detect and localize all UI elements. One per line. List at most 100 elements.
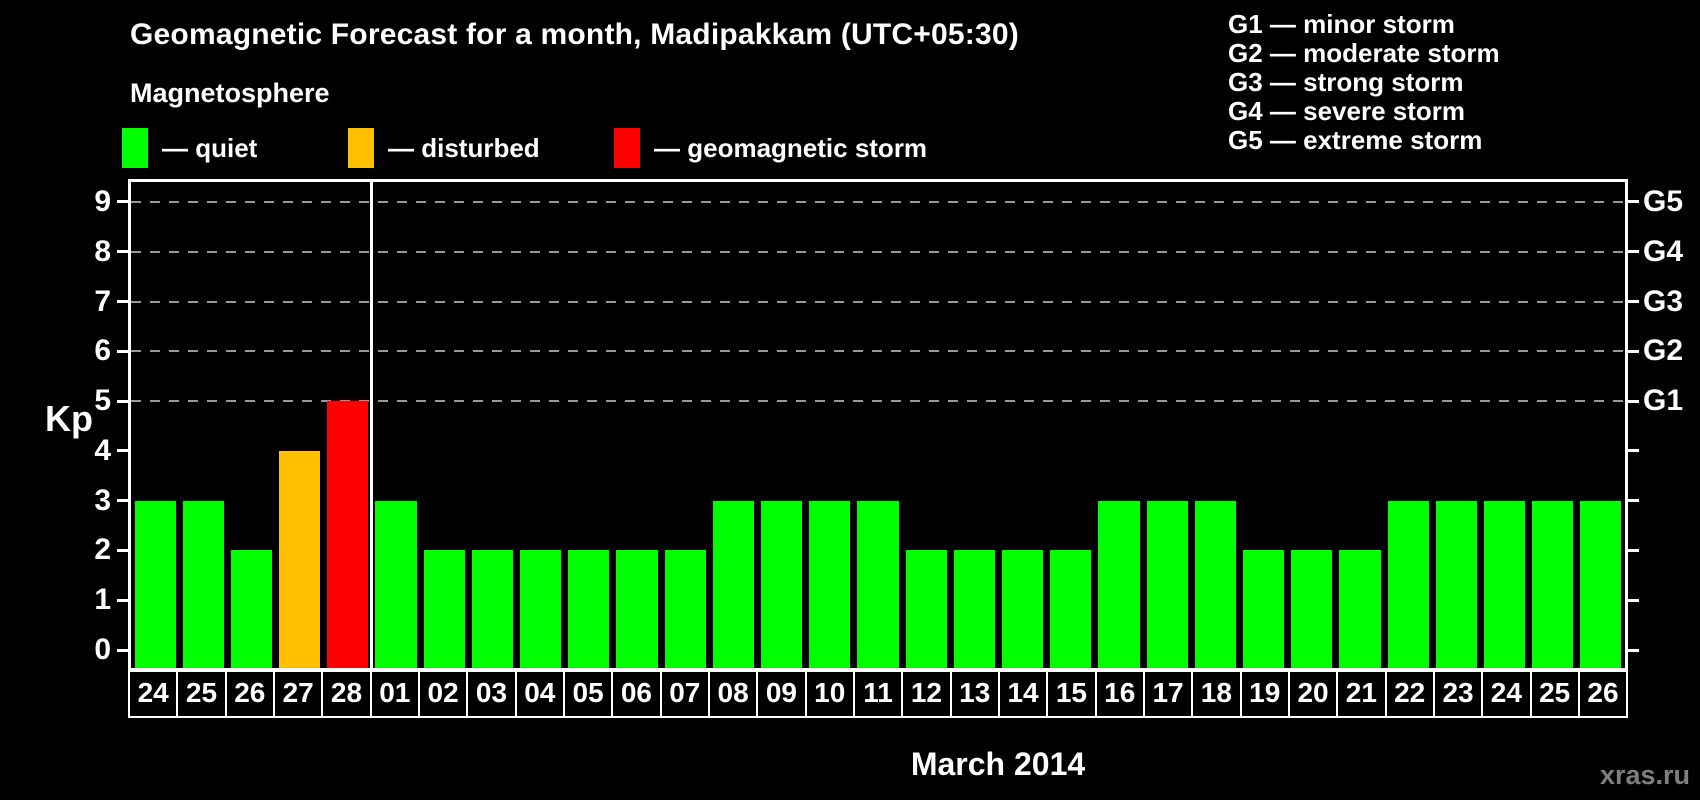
day-label-cell: 19 [1241,672,1288,716]
kp-bar-day-05 [568,550,610,668]
disturbed-color-swatch [348,128,374,168]
legend-item-storm: — geomagnetic storm [614,128,927,168]
kp-bar-day-26 [1580,500,1622,668]
y-tick-label: 8 [94,234,111,268]
y-tick-label: 7 [94,284,111,318]
storm-color-swatch [614,128,640,168]
kp-bar-day-22 [1387,500,1429,668]
right-axis-tick [1628,399,1639,403]
y-tick-label: 4 [94,433,111,467]
kp-bar-day-07 [664,550,706,668]
y-axis-tick [117,449,128,453]
right-axis-tick [1628,300,1639,304]
day-label-cell: 25 [1531,672,1578,716]
g-scale-label-g5: G5 [1643,184,1684,218]
day-label-cell: 09 [758,672,805,716]
kp-bar-day-19 [1242,550,1285,668]
y-axis-tick [117,399,128,403]
gridline-kp9 [131,200,1625,203]
right-axis-tick [1628,548,1639,552]
chart-title: Geomagnetic Forecast for a month, Madipa… [130,18,1019,51]
kp-bar-day-24 [1483,500,1526,668]
day-label-cell: 24 [1483,672,1530,716]
day-label-cell: 07 [661,672,708,716]
kp-bar-day-15 [1050,550,1092,668]
x-axis-day-labels: 24 25 26 27 28 01 02 03 04 05 06 07 08 09 10 11 12 13 14 15… [128,670,1628,718]
y-axis-tick [117,349,128,353]
gridline-kp7 [131,300,1625,303]
gridline-kp5 [131,400,1625,403]
day-label-cell: 25 [178,672,225,716]
kp-bar-day-10 [809,500,851,668]
day-label-cell: 13 [951,672,998,716]
kp-bar-day-09 [761,500,803,668]
kp-bar-day-25 [1532,500,1574,668]
day-label-cell: 05 [564,672,612,716]
day-label-cell: 03 [468,672,515,716]
day-label-cell: 18 [1193,672,1240,716]
y-tick-label: 3 [94,483,111,517]
kp-bar-day-27 [279,450,321,668]
kp-bar-day-11 [857,500,899,668]
storm-scale-item: G3 — strong storm [1228,67,1464,97]
right-axis-tick [1628,449,1639,453]
day-label-cell: 02 [419,672,467,716]
watermark: xras.ru [1599,760,1690,790]
kp-bar-day-17 [1146,500,1188,668]
x-axis-title: March 2014 [910,746,1086,782]
legend-item-label: — quiet [162,132,258,163]
g-scale-label-g1: G1 [1643,384,1684,418]
kp-bar-day-28 [327,401,369,668]
legend-item-label: — geomagnetic storm [654,132,928,163]
day-label-cell: 23 [1434,672,1482,716]
day-label-cell: 08 [709,672,757,716]
y-tick-label: 1 [94,583,111,617]
y-tick-label: 5 [94,384,111,418]
g-scale-label-g4: G4 [1643,234,1684,268]
plot-area: 0 1 2 3 4 5 6 7 8 9 G1 G2 G3 G4 G5 [94,179,1683,671]
y-tick-label: 0 [94,633,111,666]
day-label-cell: 20 [1289,672,1337,716]
kp-bar-day-16 [1098,500,1140,668]
kp-bar-day-02 [423,550,465,668]
y-axis-title: Kp [45,398,93,439]
y-axis-tick [117,200,128,204]
kp-bar-day-12 [905,550,947,668]
day-label-cell: 27 [274,672,322,716]
right-axis-tick [1628,648,1639,652]
legend-item-disturbed: — disturbed [348,128,540,168]
kp-bar-day-14 [1001,550,1044,668]
kp-bar-day-18 [1194,500,1236,668]
storm-scale-item: G2 — moderate storm [1228,38,1500,68]
legend-item-label: — disturbed [388,132,540,163]
y-tick-label: 6 [94,334,111,368]
day-label-cell: 04 [516,672,563,716]
day-label-cell: 06 [613,672,660,716]
y-axis-tick [117,548,128,552]
day-label-cell: 28 [323,672,370,716]
day-label-cell: 01 [371,672,418,716]
month-boundary-line [370,182,374,668]
day-label-cell: 12 [903,672,950,716]
kp-bar-day-04 [520,550,562,668]
g-scale-label-g3: G3 [1643,284,1684,318]
kp-bar-day-06 [616,550,658,668]
right-axis-tick [1628,250,1639,254]
right-axis-tick [1628,499,1639,503]
gridline-kp6 [131,350,1625,353]
day-label-cell: 15 [1048,672,1095,716]
day-label-cell: 22 [1386,672,1433,716]
day-label-cell: 17 [1144,672,1192,716]
day-label-cell: 10 [806,672,853,716]
kp-bar-day-23 [1435,500,1477,668]
y-axis-tick [117,499,128,503]
kp-bar-day-13 [953,550,995,668]
legend-item-quiet: — quiet [122,128,257,168]
kp-bar-day-08 [712,500,754,668]
right-axis-tick [1628,349,1639,353]
y-tick-label: 2 [94,533,111,567]
kp-bar-day-24 [134,500,176,668]
right-axis-tick [1628,598,1639,602]
kp-bar-day-26 [230,550,273,668]
